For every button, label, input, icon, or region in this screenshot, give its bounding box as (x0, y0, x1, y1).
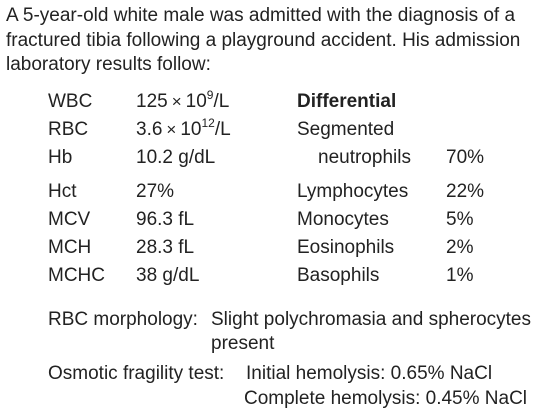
case-intro: A 5-year-old white male was admitted wit… (6, 5, 521, 75)
diff-label-monocytes: Monocytes (297, 209, 389, 230)
lab-value-hct: 27% (136, 181, 175, 202)
diff-pct-basophils: 1% (446, 265, 474, 286)
diff-pct-lymphocytes: 22% (446, 181, 485, 202)
rbc-exp: 12 (201, 116, 215, 130)
rbc-morphology-label: RBC morphology: (48, 309, 198, 330)
wbc-exp-base: 10 (185, 91, 207, 112)
lab-name-mch: MCH (48, 237, 92, 258)
rbc-base: 3.6 (136, 119, 163, 140)
diff-label-eosinophils: Eosinophils (297, 237, 395, 258)
rbc-exp-base: 10 (180, 119, 202, 140)
diff-pct-neutrophils: 70% (446, 147, 485, 168)
diff-label-basophils: Basophils (297, 265, 380, 286)
lab-value-mch: 28.3 fL (136, 237, 195, 258)
wbc-exp: 9 (206, 88, 214, 102)
rbc-times: × (166, 120, 177, 139)
diff-label-lymphocytes: Lymphocytes (297, 181, 409, 202)
wbc-times: × (171, 92, 182, 111)
wbc-base: 125 (136, 91, 168, 112)
osmotic-complete-hemolysis: Complete hemolysis: 0.45% NaCl (244, 388, 528, 409)
lab-name-mcv: MCV (48, 209, 91, 230)
diff-pct-monocytes: 5% (446, 209, 474, 230)
rbc-unit: /L (214, 119, 231, 140)
rbc-morphology-line2: present (211, 333, 275, 354)
osmotic-fragility-label: Osmotic fragility test: (48, 363, 225, 384)
differential-title: Differential (297, 91, 397, 112)
lab-value-rbc: 3.6 × 1012/L (136, 116, 231, 142)
wbc-unit: /L (213, 91, 230, 112)
rbc-morphology-line1: Slight polychromasia and spherocytes (211, 309, 532, 330)
lab-value-wbc: 125 × 109/L (136, 88, 230, 114)
lab-name-mchc: MCHC (48, 265, 105, 286)
lab-name-rbc: RBC (48, 119, 89, 140)
diff-label-neutrophils: neutrophils (318, 147, 411, 168)
lab-value-mcv: 96.3 fL (136, 209, 195, 230)
lab-value-mchc: 38 g/dL (136, 265, 200, 286)
diff-pct-eosinophils: 2% (446, 237, 474, 258)
diff-label-segmented: Segmented (297, 119, 395, 140)
lab-value-hb: 10.2 g/dL (136, 147, 216, 168)
lab-name-hb: Hb (48, 147, 73, 168)
lab-name-wbc: WBC (48, 91, 93, 112)
lab-name-hct: Hct (48, 181, 77, 202)
osmotic-initial-hemolysis: Initial hemolysis: 0.65% NaCl (246, 363, 493, 384)
